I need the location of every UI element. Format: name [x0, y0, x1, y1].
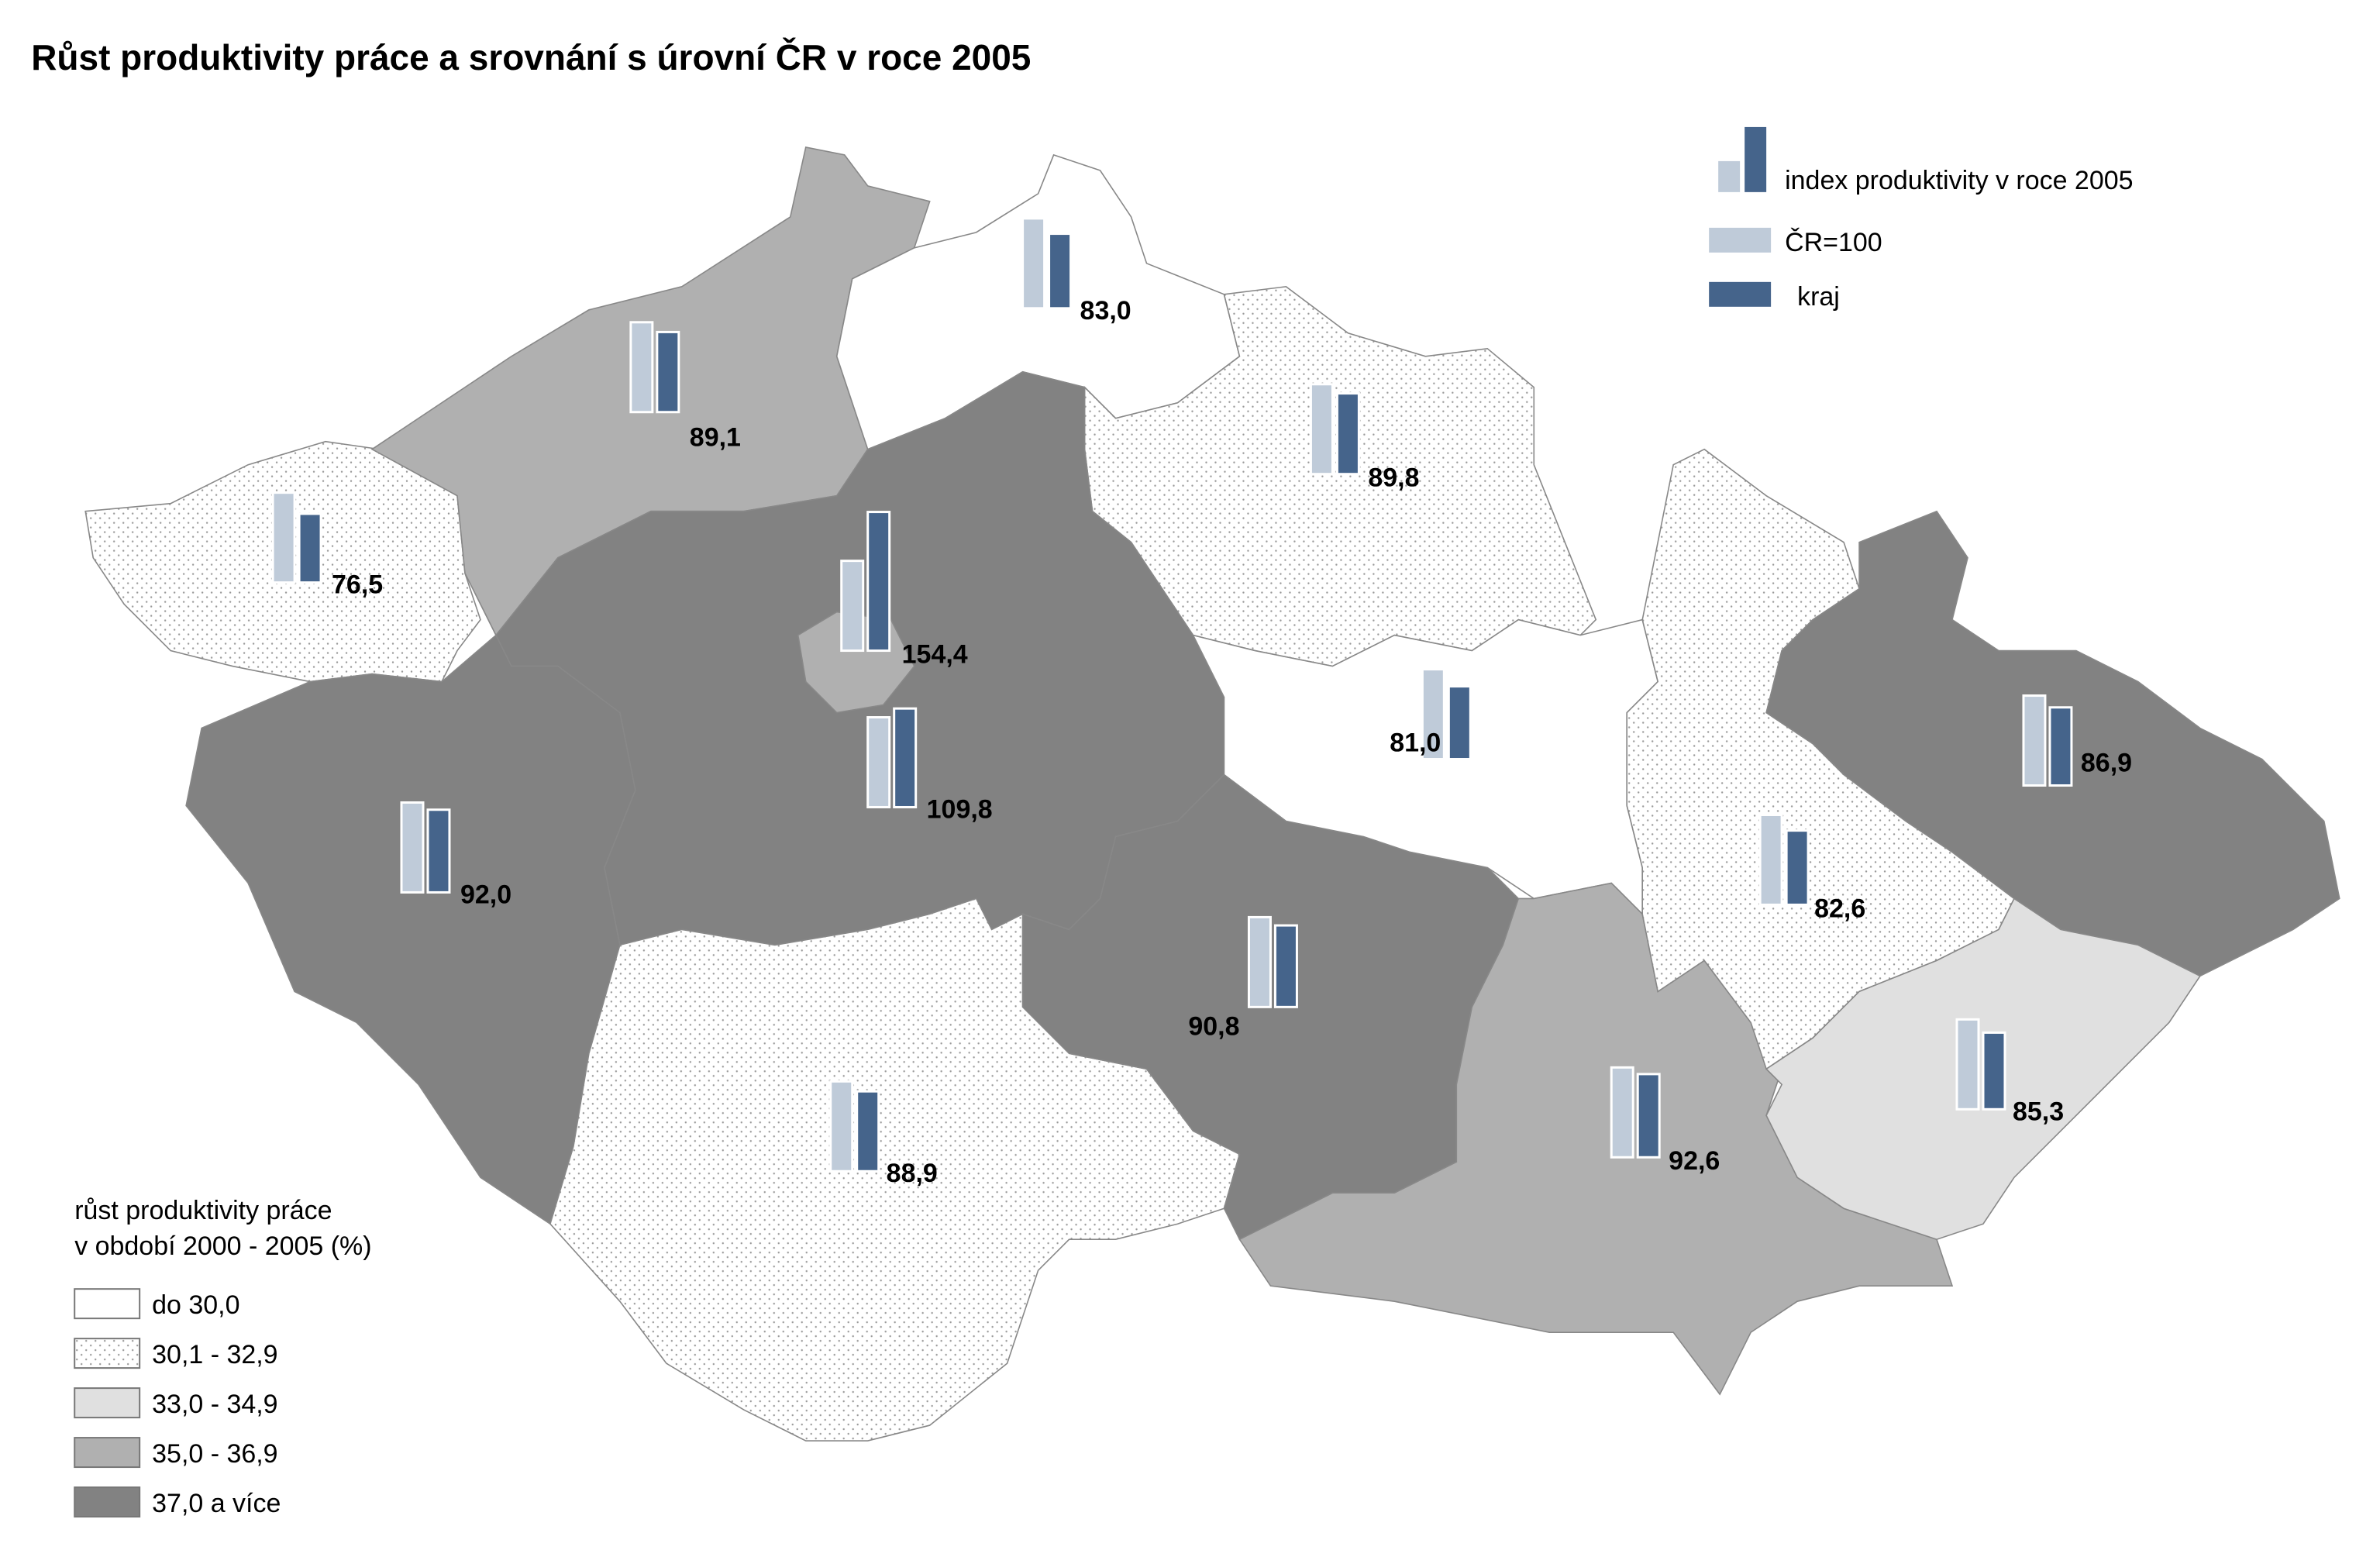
- class-legend-label: do 30,0: [152, 1290, 239, 1320]
- region-index-label: 92,6: [1669, 1146, 1720, 1176]
- class-legend-swatch: [74, 1437, 141, 1469]
- map-title: Růst produktivity práce a srovnání s úro…: [31, 37, 1031, 78]
- national-index-bar: [2022, 694, 2047, 787]
- region-index-bar: [1982, 1031, 2006, 1111]
- regions-layer: [84, 146, 2340, 1442]
- region-index-label: 92,0: [460, 880, 511, 909]
- region-index-bar: [1785, 829, 1810, 906]
- region-index-label: 86,9: [2081, 749, 2132, 778]
- region-index-label: 89,8: [1368, 463, 1419, 493]
- national-index-bar: [840, 560, 865, 653]
- national-index-bar: [1021, 217, 1046, 310]
- region-index-bar: [2048, 706, 2073, 787]
- national-index-bar: [829, 1080, 854, 1173]
- class-legend-title-2: v období 2000 - 2005 (%): [74, 1231, 371, 1261]
- national-index-bar: [1421, 668, 1445, 761]
- national-index-bar: [271, 491, 296, 584]
- class-legend-label: 30,1 - 32,9: [152, 1340, 277, 1369]
- region-index-label: 81,0: [1390, 729, 1441, 758]
- class-legend-swatch: [74, 1387, 141, 1419]
- region-index-bar: [1273, 924, 1298, 1008]
- national-index-bar: [1309, 383, 1334, 476]
- class-legend-title-1: růst produktivity práce: [74, 1196, 332, 1225]
- national-index-bar: [400, 801, 425, 894]
- legend-national-swatch: [1709, 227, 1772, 253]
- national-index-bar: [629, 321, 654, 414]
- region-index-label: 89,1: [690, 423, 741, 453]
- region-index-bar: [856, 1090, 880, 1173]
- national-index-bar: [1247, 915, 1272, 1008]
- class-legend-swatch: [74, 1486, 141, 1518]
- class-legend-label: 35,0 - 36,9: [152, 1439, 277, 1469]
- region-index-label: 76,5: [332, 570, 383, 600]
- bar-legend-region-sample: [1745, 126, 1767, 192]
- class-legend-swatch: [74, 1288, 141, 1320]
- region-index-label: 85,3: [2013, 1097, 2064, 1126]
- class-legend-swatch: [74, 1338, 141, 1369]
- region-index-bar: [1636, 1073, 1661, 1159]
- national-index-bar: [866, 716, 891, 808]
- bar-legend-heading: index produktivity v roce 2005: [1785, 166, 2133, 195]
- region-index-label: 83,0: [1080, 296, 1131, 326]
- region-index-bar: [1048, 233, 1073, 310]
- region-index-bar: [298, 512, 322, 584]
- region-index-label: 88,9: [887, 1159, 938, 1188]
- region-area: [185, 634, 636, 1225]
- region-index-label: 82,6: [1814, 894, 1865, 923]
- legend-national-label: ČR=100: [1785, 228, 1882, 257]
- region-index-bar: [1335, 392, 1360, 476]
- class-legend-label: 37,0 a více: [152, 1489, 281, 1518]
- bars-layer: 76,5 89,1 83,0 89,8 154,4 109,8 92,0 88,9 90,8 81…: [271, 217, 2132, 1188]
- national-index-bar: [1758, 813, 1783, 906]
- region-index-bar: [426, 808, 451, 894]
- legend-region-label: kraj: [1797, 282, 1840, 312]
- region-index-bar: [656, 330, 680, 414]
- bar-legend-national-sample: [1718, 160, 1741, 192]
- region-index-bar: [1447, 685, 1472, 761]
- region-index-label: 109,8: [927, 794, 993, 824]
- region-index-bar: [893, 707, 918, 808]
- legend-region-swatch: [1709, 281, 1772, 307]
- national-index-bar: [1955, 1018, 1980, 1111]
- region-index-bar: [866, 511, 891, 653]
- region-index-label: 90,8: [1188, 1011, 1239, 1041]
- bar-legend: index produktivity v roce 2005 ČR=100 kr…: [1709, 126, 2134, 312]
- class-legend: růst produktivity práce v období 2000 - …: [74, 1196, 372, 1518]
- region-index-label: 154,4: [902, 640, 968, 670]
- national-index-bar: [1610, 1066, 1634, 1159]
- class-legend-label: 33,0 - 34,9: [152, 1390, 277, 1419]
